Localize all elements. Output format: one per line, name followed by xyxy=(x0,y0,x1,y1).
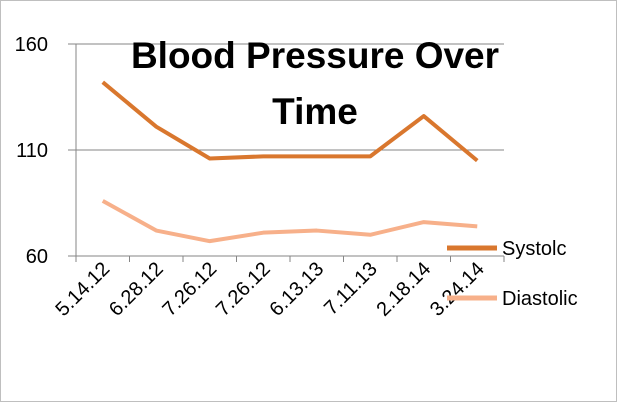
y-tick-label: 160 xyxy=(15,34,48,56)
series-line xyxy=(101,80,479,163)
chart-title: Blood Pressure Over Time xyxy=(130,35,500,132)
legend-label: Systolc xyxy=(502,238,566,260)
legend-label: Diastolic xyxy=(502,288,578,310)
series-line xyxy=(101,199,478,244)
y-tick-label: 110 xyxy=(16,140,48,162)
y-tick-label: 60 xyxy=(26,246,48,268)
